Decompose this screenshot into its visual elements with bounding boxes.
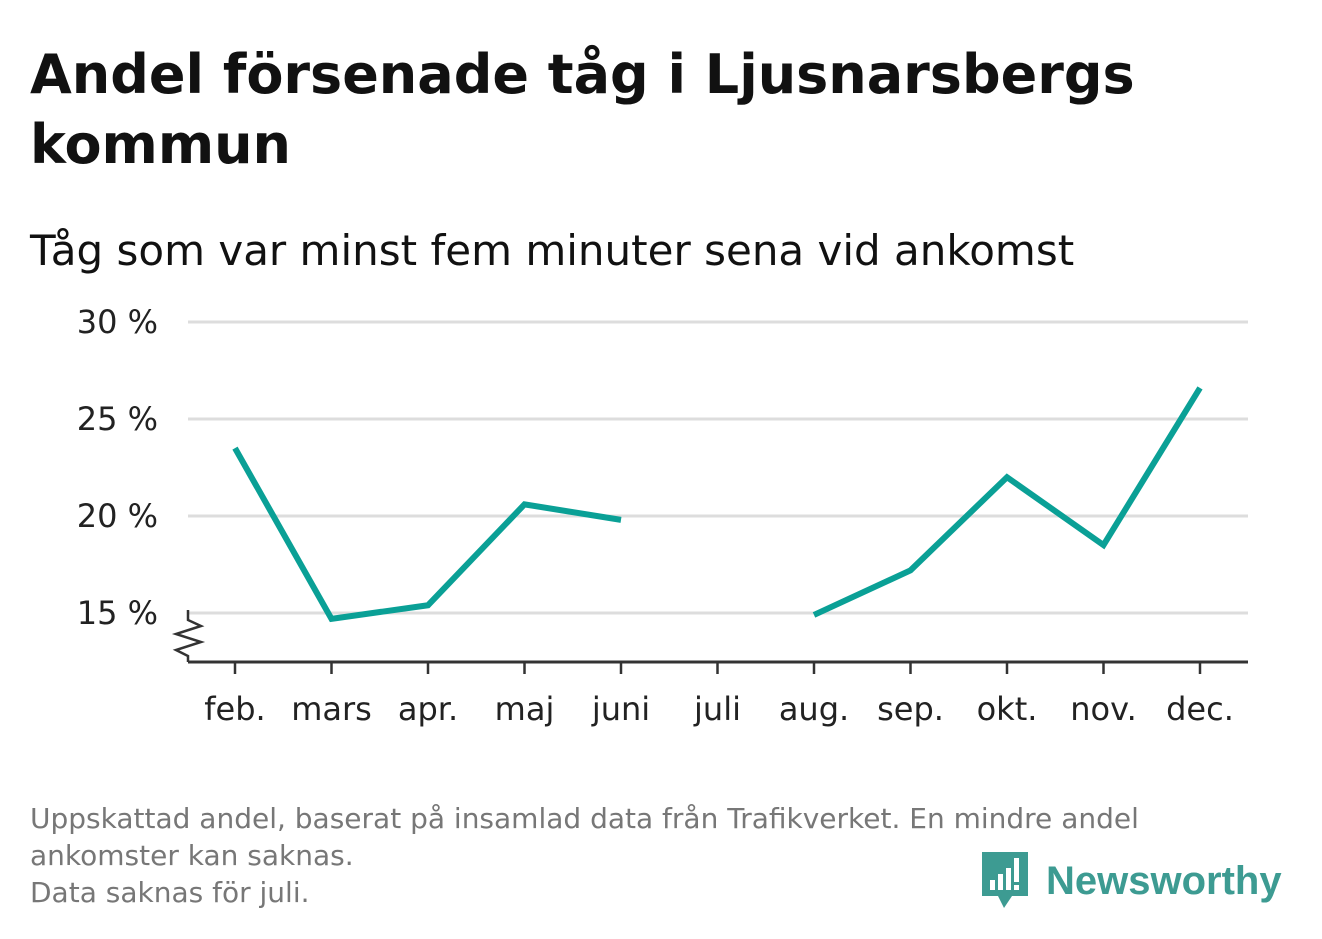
x-tick-label: okt. — [977, 690, 1038, 728]
axis-break-icon — [171, 610, 206, 662]
y-tick-label: 20 % — [77, 497, 158, 535]
x-tick-label: maj — [495, 690, 555, 728]
y-axis-ticks: 15 % 20 % 25 % 30 % — [77, 303, 158, 632]
footnote-line-2: ankomster kan saknas. — [30, 839, 354, 872]
footnote: Uppskattad andel, baserat på insamlad da… — [30, 800, 1280, 911]
x-axis: feb. mars apr. maj juni juli aug. sep. okt. nov. d… — [171, 610, 1248, 728]
footnote-line-1: Uppskattad andel, baserat på insamlad da… — [30, 802, 1139, 835]
y-tick-label: 25 % — [77, 400, 158, 438]
x-tick-label: feb. — [204, 690, 265, 728]
footnote-line-3: Data saknas för juli. — [30, 876, 310, 909]
newsworthy-logo: Newsworthy — [980, 850, 1282, 912]
x-tick-label: juli — [693, 690, 741, 728]
series-line — [232, 446, 622, 623]
x-tick-label: aug. — [779, 690, 849, 728]
x-tick-label: dec. — [1166, 690, 1234, 728]
x-tick-label: apr. — [398, 690, 458, 728]
line-chart: 15 % 20 % 25 % 30 % feb. mars apr. maj juni juli… — [77, 303, 1248, 728]
gridlines — [188, 320, 1248, 615]
newsworthy-logo-icon — [982, 852, 1028, 908]
series-lines — [232, 386, 1203, 623]
x-tick-label: sep. — [877, 690, 944, 728]
series-line — [812, 386, 1203, 618]
y-tick-label: 30 % — [77, 303, 158, 341]
chart-subtitle: Tåg som var minst fem minuter sena vid a… — [30, 226, 1075, 275]
y-tick-label: 15 % — [77, 594, 158, 632]
chart-title: Andel försenade tåg i Ljusnarsbergs komm… — [30, 43, 1135, 176]
x-tick-label: nov. — [1070, 690, 1136, 728]
newsworthy-logo-text: Newsworthy — [1046, 858, 1282, 903]
x-tick-label: juni — [591, 690, 650, 728]
x-tick-label: mars — [291, 690, 372, 728]
